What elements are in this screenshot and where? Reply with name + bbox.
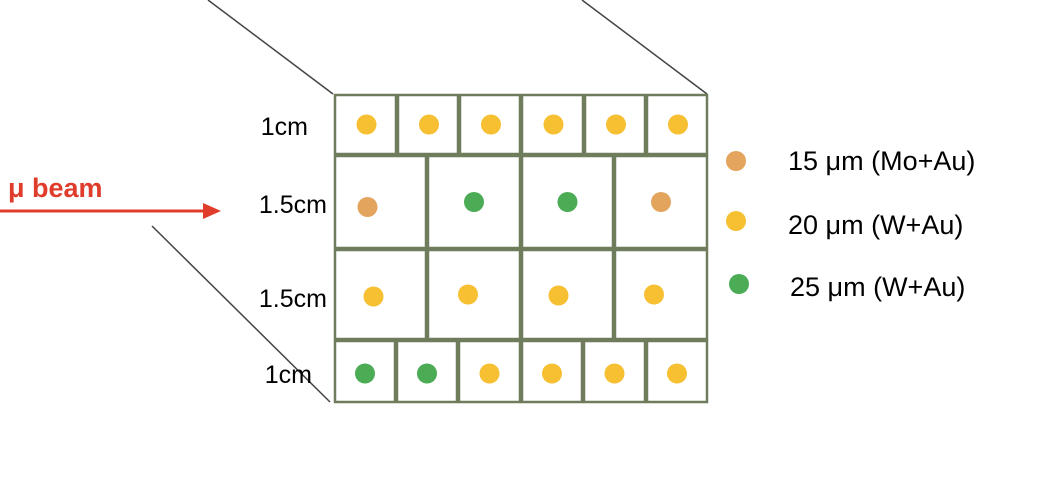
wire-dot <box>419 114 439 135</box>
legend-dot-orange <box>726 151 746 171</box>
perspective-line <box>207 0 334 95</box>
grid-cell <box>333 154 428 250</box>
grid-cell <box>613 248 709 341</box>
wire-dot <box>667 363 687 384</box>
wire-dot <box>668 114 688 135</box>
wire-dot <box>356 114 377 135</box>
wire-dot <box>458 284 478 305</box>
row-label-4: 1cm <box>264 361 312 389</box>
grid-cell <box>426 248 522 341</box>
grid-cell <box>395 339 459 404</box>
perspective-lines <box>151 0 708 403</box>
wire-dot <box>417 363 437 384</box>
beam-label: μ beam <box>8 173 103 203</box>
chamber-grid <box>333 93 709 404</box>
grid-cell <box>583 93 647 156</box>
grid-cell <box>333 248 428 341</box>
row-label-1: 1cm <box>260 113 308 141</box>
grid-cell <box>333 93 398 156</box>
wire-dot <box>542 363 562 384</box>
wire-dot <box>357 197 378 217</box>
wire-dot <box>557 192 578 212</box>
wire-dot <box>548 285 569 306</box>
wire-dot <box>355 363 375 384</box>
wire-dot <box>543 114 564 135</box>
grid-cell <box>333 339 397 404</box>
grid-cell <box>396 93 460 156</box>
row-label-3: 1.5cm <box>258 285 327 313</box>
perspective-line <box>151 225 331 403</box>
wire-dot <box>604 363 625 384</box>
perspective-line <box>581 0 708 95</box>
grid-cell <box>520 93 585 156</box>
wire-dots <box>355 114 688 384</box>
wire-dot <box>651 192 671 212</box>
grid-cell <box>458 93 522 156</box>
grid-cell <box>520 154 615 250</box>
grid-cell <box>457 339 522 404</box>
wire-dot <box>644 284 664 305</box>
legend-dot-green <box>729 274 749 294</box>
grid-cell <box>520 339 584 404</box>
legend-label-green: 25 μm (W+Au) <box>790 272 966 302</box>
beam-arrow-head <box>203 203 221 219</box>
wire-dot <box>464 192 484 212</box>
grid-cell <box>520 248 615 341</box>
row-label-2: 1.5cm <box>258 191 327 219</box>
wire-dot <box>479 363 500 384</box>
grid-cell <box>613 154 709 250</box>
grid-cell <box>582 339 647 404</box>
wire-dot <box>481 114 501 135</box>
wire-dot <box>363 286 384 307</box>
legend-label-orange: 15 μm (Mo+Au) <box>788 146 976 176</box>
legend-label-yellow: 20 μm (W+Au) <box>788 210 964 240</box>
legend-dot-yellow <box>726 211 746 231</box>
grid-cell <box>645 93 709 156</box>
beam-arrow <box>0 203 221 219</box>
grid-cell <box>645 339 709 404</box>
wire-dot <box>606 114 626 135</box>
grid-cell <box>426 154 522 250</box>
